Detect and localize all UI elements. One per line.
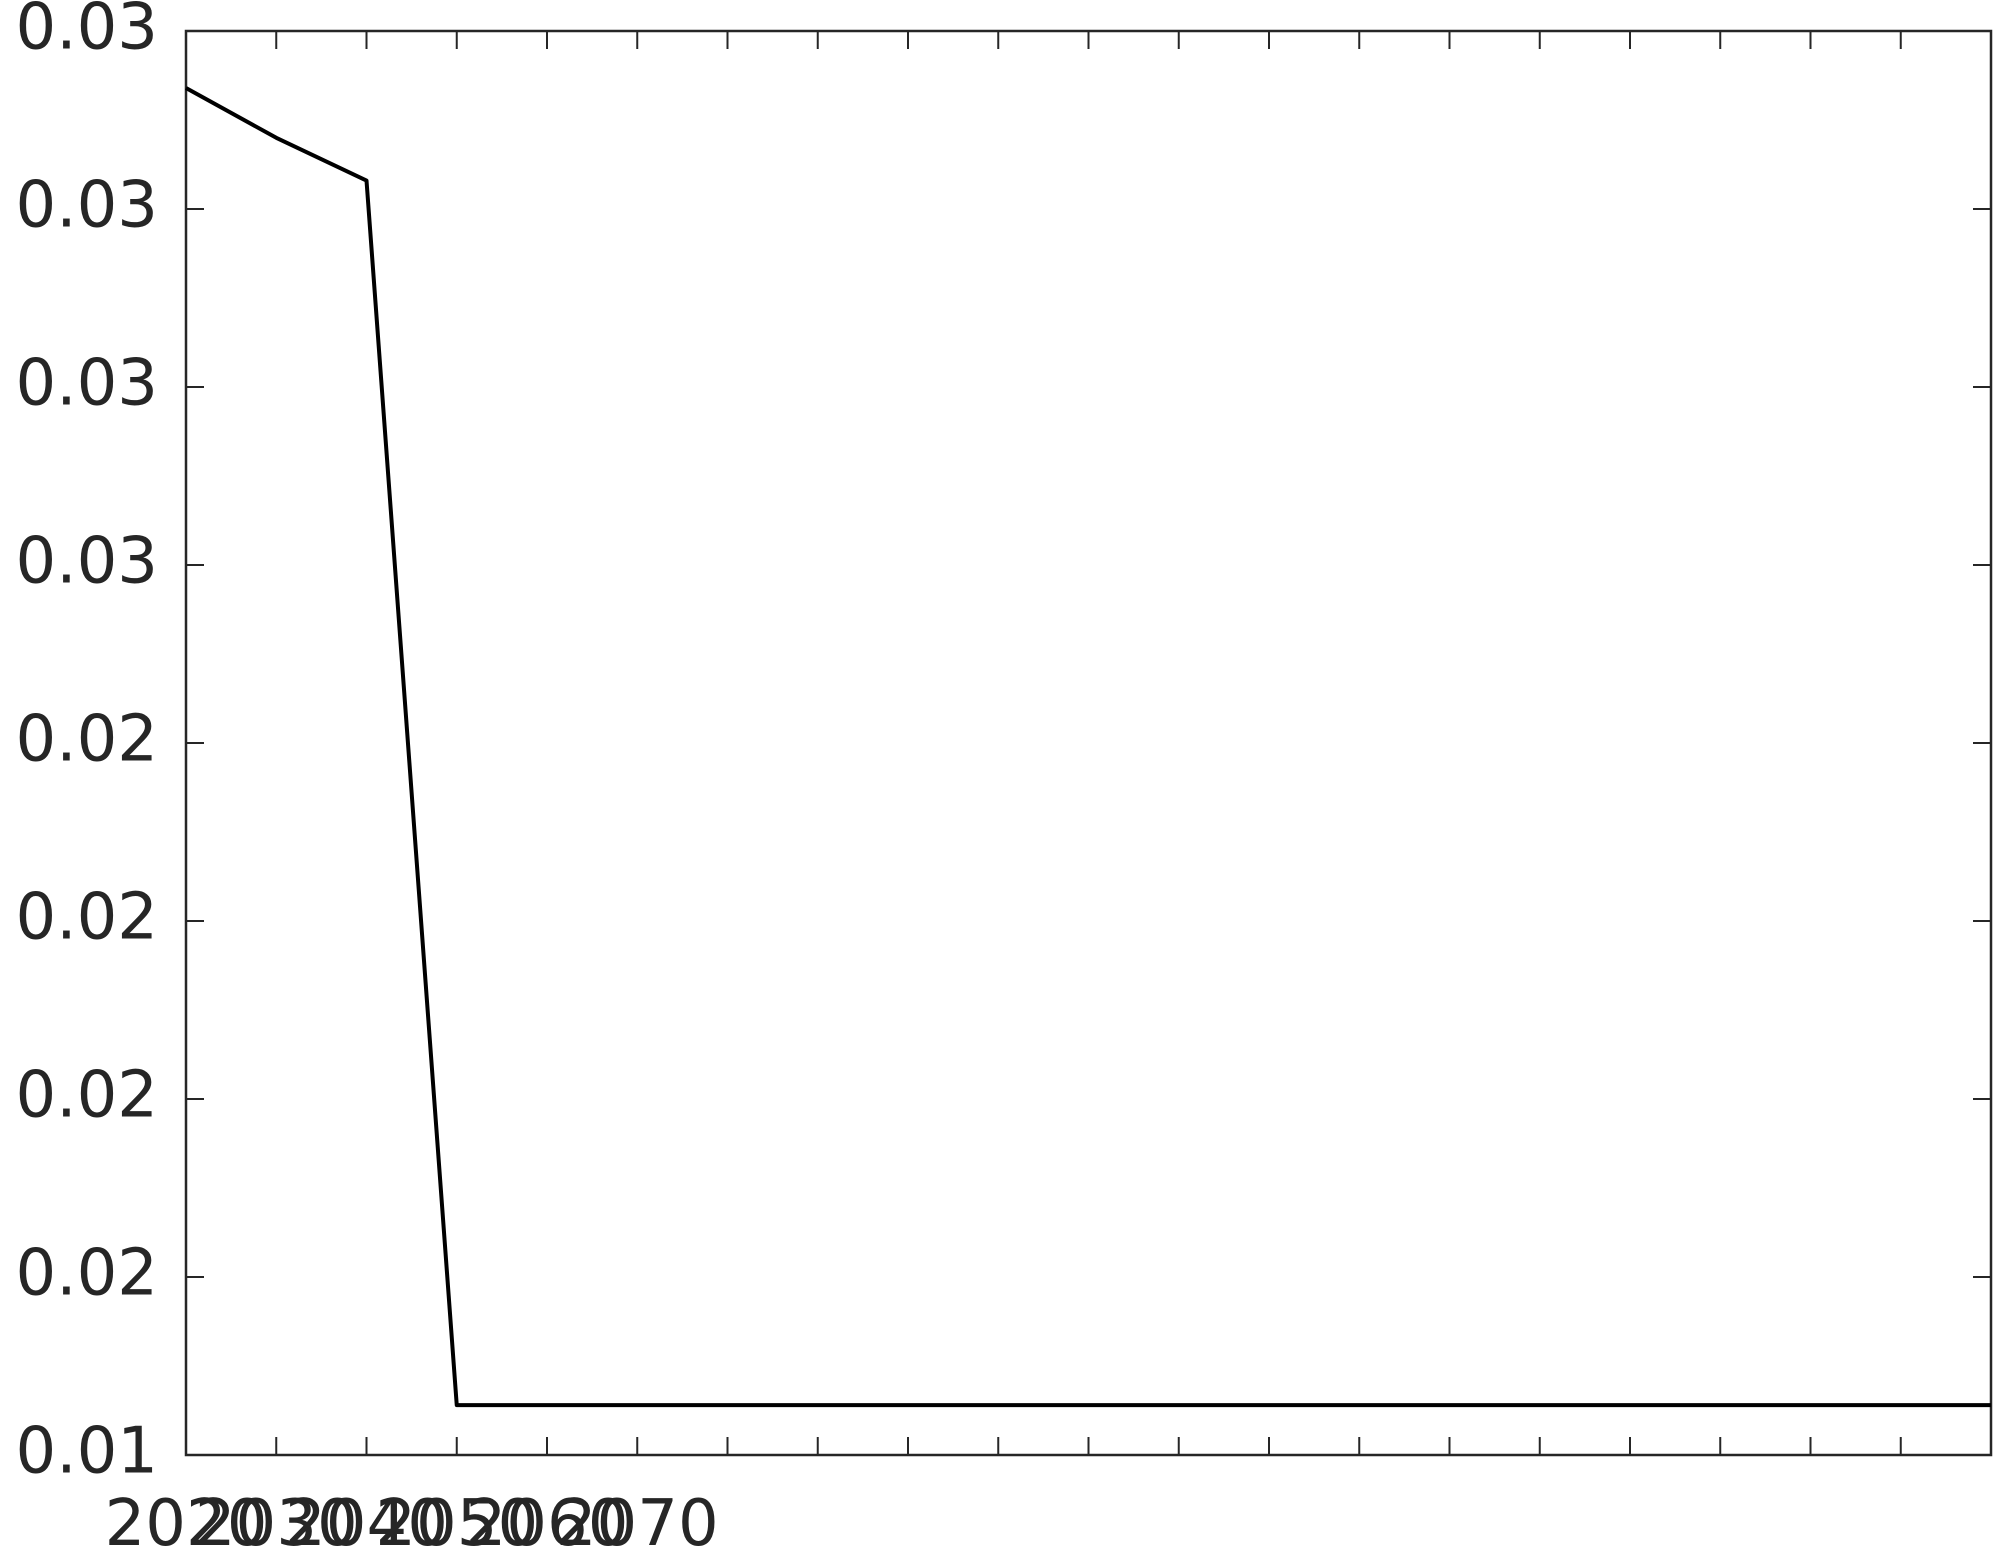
y-tick-label: 0.02 bbox=[16, 1237, 159, 1311]
x-tick-label: 2020 bbox=[105, 1487, 268, 1554]
y-tick-label: 0.02 bbox=[16, 1059, 159, 1133]
x-tick-label: 2040 bbox=[285, 1487, 448, 1554]
line bbox=[185, 86, 1991, 1408]
y-tick-label: 0.03 bbox=[16, 0, 159, 65]
x-tick-label: 2030 bbox=[195, 1487, 358, 1554]
y-tick-label: 0.03 bbox=[16, 347, 159, 421]
y-tick-label: 0.02 bbox=[16, 881, 159, 955]
x-tick-label: 2050 bbox=[375, 1487, 538, 1554]
y-tick-label: 0.01 bbox=[16, 1415, 159, 1489]
y-tick-label: 0.03 bbox=[16, 169, 159, 243]
y-tick-label: 0.02 bbox=[16, 703, 159, 777]
y-tick-label: 0.03 bbox=[16, 525, 159, 599]
plot-frame bbox=[184, 29, 1993, 1457]
x-tick-label: 2060 bbox=[466, 1487, 629, 1554]
x-tick-label: 2070 bbox=[556, 1487, 719, 1554]
